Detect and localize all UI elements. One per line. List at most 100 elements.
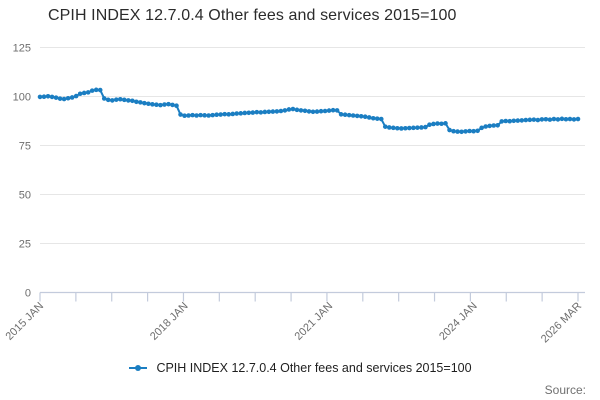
data-point xyxy=(182,113,187,119)
data-point xyxy=(487,123,492,129)
data-point xyxy=(97,87,103,93)
legend-line-marker-icon xyxy=(129,365,148,371)
data-point xyxy=(138,100,143,105)
data-point xyxy=(370,115,376,121)
data-point xyxy=(234,111,240,116)
data-point xyxy=(395,125,400,131)
data-point xyxy=(503,118,509,124)
data-point xyxy=(519,118,525,123)
data-point xyxy=(298,108,304,113)
x-axis-labels: 2015 JAN 2018 JAN 2021 JAN 2024 JAN 2026 MAR xyxy=(3,300,584,345)
data-point xyxy=(350,113,356,118)
data-point xyxy=(310,109,316,115)
chart-title: CPIH INDEX 12.7.0.4 Other fees and servi… xyxy=(48,7,457,24)
data-point xyxy=(278,108,284,114)
y-tick-label: 125 xyxy=(13,43,31,55)
data-point xyxy=(391,125,396,131)
chart-legend[interactable]: CPIH INDEX 12.7.0.4 Other fees and servi… xyxy=(0,361,600,375)
data-point xyxy=(41,94,47,99)
data-point xyxy=(499,119,505,124)
data-point xyxy=(162,102,167,107)
data-point xyxy=(186,113,191,118)
data-point xyxy=(443,121,448,126)
data-point xyxy=(206,113,211,118)
y-tick-label: 25 xyxy=(19,239,31,251)
series-cpih-line xyxy=(37,87,581,135)
data-point xyxy=(415,125,420,130)
data-point xyxy=(447,127,452,133)
data-point xyxy=(338,112,344,117)
data-point xyxy=(431,121,436,127)
line-chart-plot: 0 25 50 75 100 125 2015 JAN 2018 JAN 2021 JAN 202… xyxy=(3,43,585,345)
data-point xyxy=(531,117,537,122)
data-point xyxy=(326,108,332,113)
data-point xyxy=(274,109,280,114)
data-point xyxy=(166,101,171,107)
data-point xyxy=(230,111,236,117)
data-point xyxy=(527,117,533,123)
data-point xyxy=(142,100,147,106)
data-point xyxy=(318,108,324,114)
data-point xyxy=(463,129,468,134)
data-point xyxy=(45,94,51,99)
data-point xyxy=(146,101,151,107)
data-point xyxy=(346,112,352,118)
data-point xyxy=(85,90,91,95)
data-point xyxy=(113,97,119,102)
data-point xyxy=(563,116,569,122)
x-tick-label: 2018 JAN xyxy=(148,300,191,343)
data-point xyxy=(475,128,480,134)
data-point xyxy=(158,102,163,108)
data-point xyxy=(495,123,501,128)
data-point xyxy=(479,125,484,131)
data-point xyxy=(37,94,43,100)
data-point xyxy=(53,95,59,100)
data-point xyxy=(407,125,412,131)
data-point xyxy=(282,108,288,113)
data-point xyxy=(302,108,308,114)
data-point xyxy=(122,97,127,103)
data-point xyxy=(455,129,460,134)
data-point xyxy=(57,96,63,101)
data-point xyxy=(387,125,392,130)
data-point xyxy=(246,110,252,116)
data-point xyxy=(210,112,215,118)
x-axis-ticks xyxy=(39,292,579,302)
data-point xyxy=(451,128,456,134)
data-point xyxy=(378,116,384,122)
data-point xyxy=(222,111,227,117)
data-point xyxy=(419,125,424,130)
data-point xyxy=(150,102,155,107)
data-point xyxy=(511,118,517,124)
data-point xyxy=(77,91,83,97)
data-point xyxy=(134,99,139,105)
data-point xyxy=(358,114,364,119)
data-point xyxy=(374,116,380,121)
data-point xyxy=(294,107,300,113)
data-point xyxy=(262,109,268,115)
y-tick-label: 100 xyxy=(13,92,31,104)
y-tick-label: 75 xyxy=(19,141,31,153)
data-point xyxy=(523,117,529,123)
x-tick-label: 2026 MAR xyxy=(539,300,584,345)
data-point xyxy=(254,109,260,115)
data-point xyxy=(250,110,256,115)
data-point xyxy=(306,109,312,114)
data-point xyxy=(105,97,111,103)
x-tick-label: 2021 JAN xyxy=(293,300,336,343)
data-point xyxy=(507,118,513,124)
data-point xyxy=(555,117,561,122)
data-point xyxy=(559,116,565,122)
data-point xyxy=(61,96,67,102)
data-point xyxy=(322,108,328,114)
x-tick-label: 2015 JAN xyxy=(3,300,46,343)
data-point xyxy=(170,102,175,108)
data-point xyxy=(515,118,521,123)
data-point xyxy=(567,116,573,122)
data-point xyxy=(218,112,223,117)
data-point xyxy=(471,128,476,134)
data-point xyxy=(154,102,159,108)
data-point xyxy=(118,96,123,102)
data-point xyxy=(491,123,496,128)
